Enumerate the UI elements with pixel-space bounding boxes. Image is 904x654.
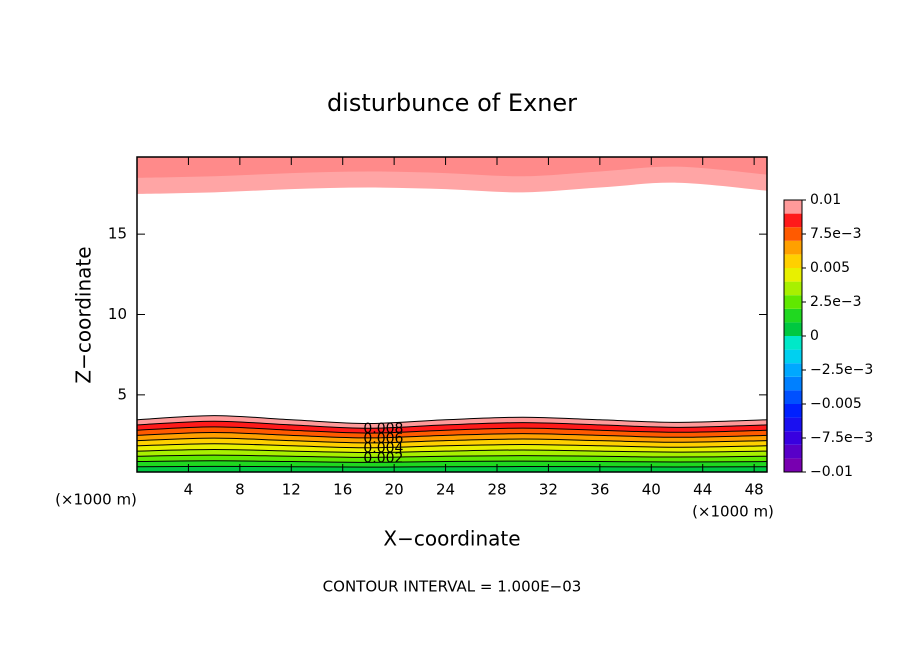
colorbar-swatch xyxy=(784,268,802,282)
contour-line xyxy=(137,415,767,424)
colorbar-swatch xyxy=(784,404,802,418)
contour-line xyxy=(137,454,767,458)
x-tick-label: 24 xyxy=(436,481,455,499)
x-tick-label: 32 xyxy=(539,481,558,499)
y-tick-label: 15 xyxy=(108,225,127,243)
colorbar-swatch xyxy=(784,227,802,241)
x-tick-label: 4 xyxy=(184,481,194,499)
colorbar-tick-label: 7.5e−3 xyxy=(810,226,862,242)
x-unit-label: (×1000 m) xyxy=(55,491,137,509)
contour-line xyxy=(137,420,767,429)
x-tick-label: 48 xyxy=(745,481,764,499)
colorbar-swatch xyxy=(784,363,802,377)
colorbar-tick-label: −7.5e−3 xyxy=(810,430,873,446)
colorbar-swatch xyxy=(784,200,802,214)
x-tick-label: 40 xyxy=(642,481,661,499)
colorbar-swatch xyxy=(784,390,802,404)
x-tick-label: 36 xyxy=(590,481,609,499)
contour-label: 0.002 xyxy=(363,450,403,466)
colorbar-swatch xyxy=(784,376,802,391)
colorbar-swatch xyxy=(784,336,802,350)
chart-title: disturbunce of Exner xyxy=(327,89,577,117)
colorbar-swatch xyxy=(784,417,802,432)
colorbar-tick-label: −0.005 xyxy=(810,396,862,412)
colorbar-swatch xyxy=(784,349,802,364)
colorbar-swatch xyxy=(784,322,802,336)
contour-line xyxy=(137,443,767,449)
colorbar-swatch xyxy=(784,431,802,445)
colorbar-swatch xyxy=(784,254,802,268)
x-unit-label: (×1000 m) xyxy=(692,503,774,521)
contour-line xyxy=(137,437,767,444)
filled-band xyxy=(137,466,767,472)
contour-label: 0.006 xyxy=(363,431,403,447)
y-tick-label: 5 xyxy=(117,385,127,403)
colorbar-swatch xyxy=(784,458,802,472)
x-tick-label: 20 xyxy=(385,481,404,499)
x-tick-label: 16 xyxy=(333,481,352,499)
colorbar-swatch xyxy=(784,308,802,323)
footer: CONTOUR INTERVAL = 1.000E−03 xyxy=(323,578,582,596)
contour-line xyxy=(137,431,767,439)
colorbar-tick-label: 2.5e−3 xyxy=(810,294,862,310)
y-axis-label: Z−coordinate xyxy=(72,246,96,383)
y-tick-label: 10 xyxy=(108,305,127,323)
contour-line xyxy=(137,426,767,434)
contour-line xyxy=(137,448,767,454)
colorbar-swatch xyxy=(784,213,802,228)
colorbar-swatch xyxy=(784,295,802,309)
contour-label: 0.008 xyxy=(363,421,403,437)
contour-line xyxy=(137,460,767,463)
contour-label: 0.004 xyxy=(363,441,403,457)
x-tick-label: 12 xyxy=(282,481,301,499)
colorbar-tick-label: 0.01 xyxy=(810,192,841,208)
x-tick-label: 44 xyxy=(693,481,712,499)
plot-area xyxy=(137,157,767,472)
colorbar-tick-label: −0.01 xyxy=(810,464,853,480)
colorbar-swatch xyxy=(784,240,802,255)
colorbar-swatch xyxy=(784,444,802,459)
filled-band xyxy=(137,157,767,178)
x-axis-label: X−coordinate xyxy=(383,527,520,551)
colorbar-tick-label: −2.5e−3 xyxy=(810,362,873,378)
x-tick-label: 28 xyxy=(487,481,506,499)
colorbar-tick-label: 0.005 xyxy=(810,260,850,276)
colorbar-tick-label: 0 xyxy=(810,328,819,344)
x-tick-label: 8 xyxy=(235,481,245,499)
colorbar-swatch xyxy=(784,281,802,296)
